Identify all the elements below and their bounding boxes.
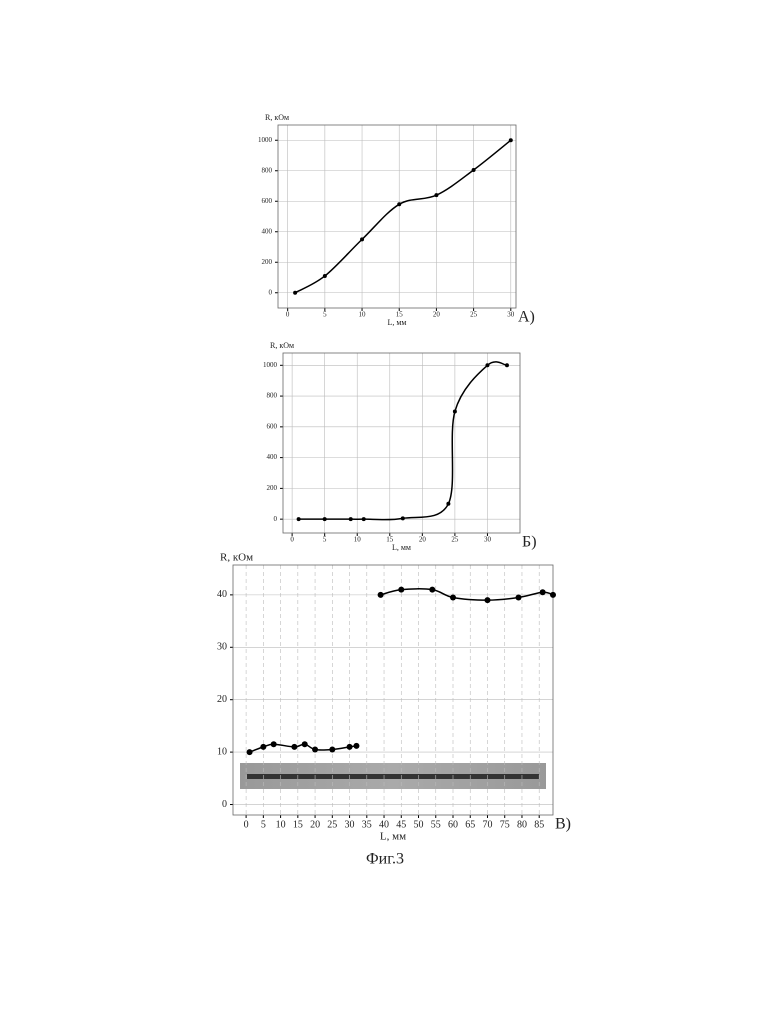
data-point [446, 502, 450, 506]
y-tick-label: 0 [269, 288, 273, 296]
data-point [485, 363, 489, 367]
data-point [509, 138, 513, 142]
data-point [398, 587, 404, 593]
x-axis-label: L, мм [380, 831, 406, 843]
data-point [550, 592, 556, 598]
y-tick-label: 800 [262, 166, 273, 174]
data-point [329, 746, 335, 752]
data-point [302, 741, 308, 747]
y-tick-label: 600 [262, 197, 273, 205]
x-tick-label: 15 [293, 819, 303, 830]
x-tick-label: 20 [419, 536, 427, 544]
data-point [291, 744, 297, 750]
data-point [484, 597, 490, 603]
x-tick-label: 80 [517, 819, 527, 830]
x-axis-label: L, мм [392, 543, 411, 552]
y-tick-label: 200 [262, 258, 273, 266]
y-tick-label: 0 [274, 515, 278, 523]
data-point [312, 746, 318, 752]
x-tick-label: 5 [261, 819, 266, 830]
data-point [429, 587, 435, 593]
y-tick-label: 200 [267, 484, 278, 492]
x-tick-label: 65 [465, 819, 475, 830]
y-tick-label: 800 [267, 392, 278, 400]
y-axis-label: R, кОм [265, 113, 289, 122]
x-tick-label: 85 [534, 819, 544, 830]
x-tick-label: 40 [379, 819, 389, 830]
data-point [540, 589, 546, 595]
data-point [397, 202, 401, 206]
data-point [516, 594, 522, 600]
x-tick-label: 50 [414, 819, 424, 830]
data-point [378, 592, 384, 598]
data-point [505, 363, 509, 367]
y-tick-label: 1000 [263, 361, 278, 369]
panel-label: В) [555, 816, 571, 833]
caption: Фиг.3 [366, 851, 404, 868]
x-tick-label: 10 [276, 819, 286, 830]
x-tick-label: 10 [354, 536, 362, 544]
panel-label: Б) [522, 534, 537, 551]
y-tick-label: 600 [267, 422, 278, 430]
x-axis-label: L, мм [387, 318, 406, 327]
data-point [247, 749, 253, 755]
x-tick-label: 20 [310, 819, 320, 830]
panel-label: А) [518, 309, 535, 326]
x-tick-label: 30 [345, 819, 355, 830]
x-tick-label: 60 [448, 819, 458, 830]
data-point [450, 594, 456, 600]
y-tick-label: 40 [217, 589, 227, 600]
x-tick-label: 70 [482, 819, 492, 830]
data-point [353, 743, 359, 749]
y-axis-label: R, кОм [270, 341, 294, 350]
y-axis-label: R, кОм [220, 552, 253, 564]
data-point [293, 291, 297, 295]
x-tick-label: 45 [396, 819, 406, 830]
data-point [271, 741, 277, 747]
plot-area [278, 125, 516, 308]
figure: Фиг.3 05101520253002004006008001000R, кО… [0, 0, 780, 1009]
x-tick-label: 25 [327, 819, 337, 830]
data-point [401, 516, 405, 520]
x-tick-label: 55 [431, 819, 441, 830]
y-tick-label: 400 [267, 453, 278, 461]
x-tick-label: 75 [500, 819, 510, 830]
x-tick-label: 25 [470, 311, 478, 319]
data-point [434, 193, 438, 197]
x-tick-label: 5 [323, 536, 327, 544]
data-point [453, 409, 457, 413]
y-tick-label: 1000 [258, 136, 273, 144]
x-tick-label: 30 [507, 311, 515, 319]
y-tick-label: 20 [217, 694, 227, 705]
x-tick-label: 20 [433, 311, 441, 319]
data-point [472, 168, 476, 172]
data-point [360, 237, 364, 241]
data-point [323, 274, 327, 278]
data-point [349, 517, 353, 521]
x-tick-label: 25 [451, 536, 459, 544]
y-tick-label: 30 [217, 642, 227, 653]
y-tick-label: 0 [222, 799, 227, 810]
x-tick-label: 5 [323, 311, 327, 319]
data-point [347, 744, 353, 750]
y-tick-label: 400 [262, 227, 273, 235]
x-tick-label: 0 [244, 819, 249, 830]
x-tick-label: 0 [286, 311, 290, 319]
x-tick-label: 10 [359, 311, 367, 319]
data-point [362, 517, 366, 521]
x-tick-label: 35 [362, 819, 372, 830]
y-tick-label: 10 [217, 746, 227, 757]
data-point [323, 517, 327, 521]
x-tick-label: 0 [290, 536, 294, 544]
sample-line [247, 774, 539, 779]
plot-area [283, 353, 520, 533]
data-point [260, 744, 266, 750]
x-tick-label: 30 [484, 536, 492, 544]
data-point [297, 517, 301, 521]
